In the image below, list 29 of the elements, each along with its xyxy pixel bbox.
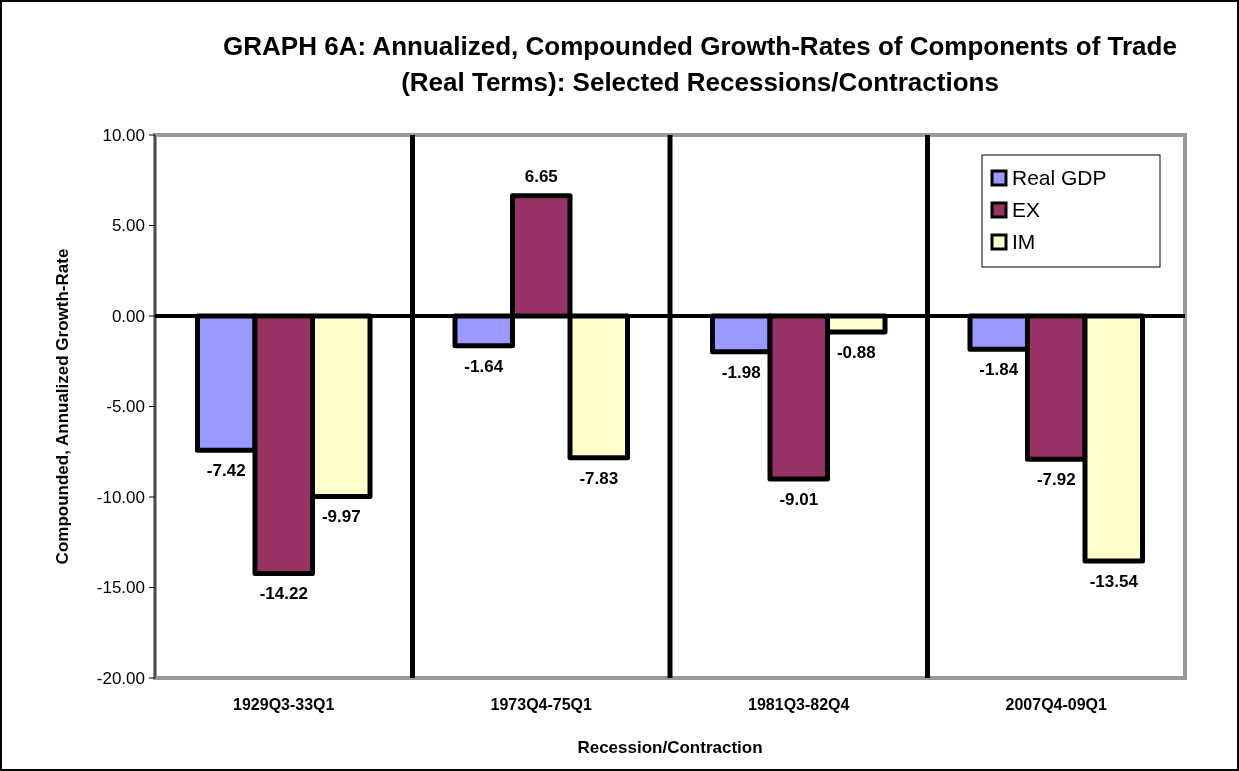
- y-tick-label: -10.00: [96, 487, 145, 507]
- data-label: 6.65: [524, 166, 558, 186]
- y-tick-label: -5.00: [106, 397, 145, 417]
- data-label: -7.92: [1036, 470, 1076, 490]
- data-label: -9.01: [779, 490, 819, 510]
- data-label: -7.42: [206, 461, 246, 481]
- data-label: -1.84: [979, 360, 1019, 380]
- y-tick-label: -15.00: [96, 578, 145, 598]
- y-tick-label: 10.00: [102, 125, 145, 145]
- data-label: -7.83: [579, 468, 619, 488]
- x-tick-label: 1981Q3-82Q4: [748, 696, 850, 713]
- legend-label: EX: [1012, 198, 1041, 222]
- chart-title: GRAPH 6A: Annualized, Compounded Growth-Rates of Components of Trade (Real Terms): Selected Recessions/Contractions: [223, 31, 1177, 97]
- data-label: -14.22: [259, 584, 308, 604]
- x-tick-label: 1973Q4-75Q1: [490, 696, 593, 713]
- x-tick-label: 1929Q3-33Q1: [233, 696, 335, 713]
- data-label: -1.98: [721, 362, 761, 382]
- y-tick-label: 0.00: [111, 306, 145, 326]
- y-tick-label: -20.00: [96, 668, 145, 688]
- x-axis-title: Recession/Contraction: [577, 738, 763, 757]
- data-label: -1.64: [464, 356, 504, 376]
- x-tick-label: 2007Q4-09Q1: [1005, 696, 1108, 713]
- y-tick-label: 5.00: [111, 216, 145, 236]
- y-axis-title: Compounded, Annualized Growth-Rate: [53, 248, 72, 565]
- data-label: -0.88: [836, 342, 876, 362]
- data-label: -13.54: [1089, 572, 1139, 592]
- legend-label: IM: [1012, 230, 1036, 254]
- legend-label: Real GDP: [1012, 166, 1107, 190]
- data-label: -9.97: [321, 507, 361, 527]
